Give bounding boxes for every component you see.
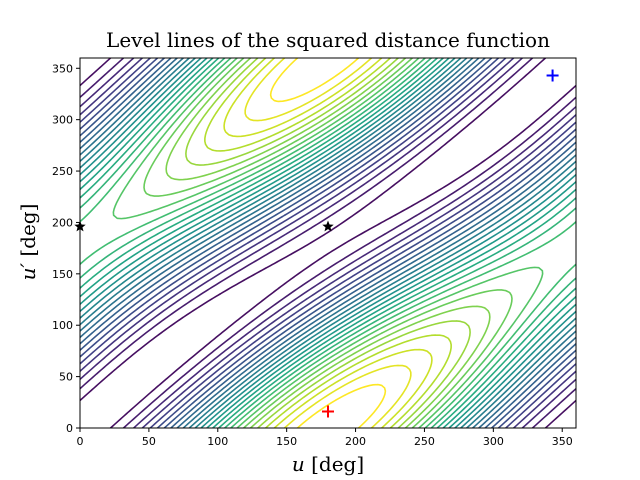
- x-tick-label: 50: [142, 435, 156, 448]
- y-tick-label: 200: [52, 216, 73, 229]
- y-tick-label: 50: [59, 371, 73, 384]
- y-tick-label: 100: [52, 319, 73, 332]
- contour-line: [80, 58, 576, 428]
- red-plus-marker: [322, 405, 334, 418]
- contour-line: [112, 58, 544, 428]
- y-tick-label: 250: [52, 165, 73, 178]
- contour-line: [80, 58, 576, 428]
- contour-line: [80, 58, 576, 428]
- contour-line: [80, 58, 576, 428]
- contour-line: [80, 58, 576, 428]
- y-tick-label: 0: [66, 422, 73, 435]
- contour-line: [80, 58, 576, 428]
- x-tick-label: 300: [483, 435, 504, 448]
- x-axis-label: u [deg]: [291, 452, 365, 476]
- contour-line: [244, 58, 412, 428]
- contour-line: [223, 58, 433, 428]
- x-tick-label: 150: [276, 435, 297, 448]
- contour-line: [80, 58, 576, 428]
- x-tick-label: 350: [552, 435, 573, 448]
- y-tick-label: 150: [52, 268, 73, 281]
- contour-line: [80, 58, 576, 428]
- contour-line: [185, 58, 471, 428]
- contour-line: [269, 58, 387, 428]
- blue-plus-marker: [546, 69, 559, 82]
- contour-line: [143, 58, 513, 428]
- x-axis-ticks: 0 50 100 150 200 250 300 350: [77, 428, 573, 448]
- contour-line: [80, 58, 576, 428]
- contour-line: [80, 58, 576, 428]
- contour-line: [165, 58, 491, 428]
- x-tick-label: 250: [414, 435, 435, 448]
- contour-lines: [80, 58, 576, 428]
- plot-frame: [79, 57, 577, 429]
- x-tick-label: 100: [207, 435, 228, 448]
- contour-line: [80, 58, 576, 428]
- contour-line: [204, 58, 452, 428]
- y-axis-label: u′ [deg]: [16, 203, 40, 281]
- contour-line: [80, 58, 576, 428]
- y-axis-ticks: 0 50 100 150 200 250 300 350: [52, 62, 80, 435]
- x-tick-label: 200: [345, 435, 366, 448]
- x-tick-label: 0: [77, 435, 84, 448]
- y-tick-label: 300: [52, 114, 73, 127]
- y-tick-label: 350: [52, 62, 73, 75]
- chart-title: Level lines of the squared distance func…: [106, 28, 550, 52]
- star-center-marker: [322, 220, 334, 232]
